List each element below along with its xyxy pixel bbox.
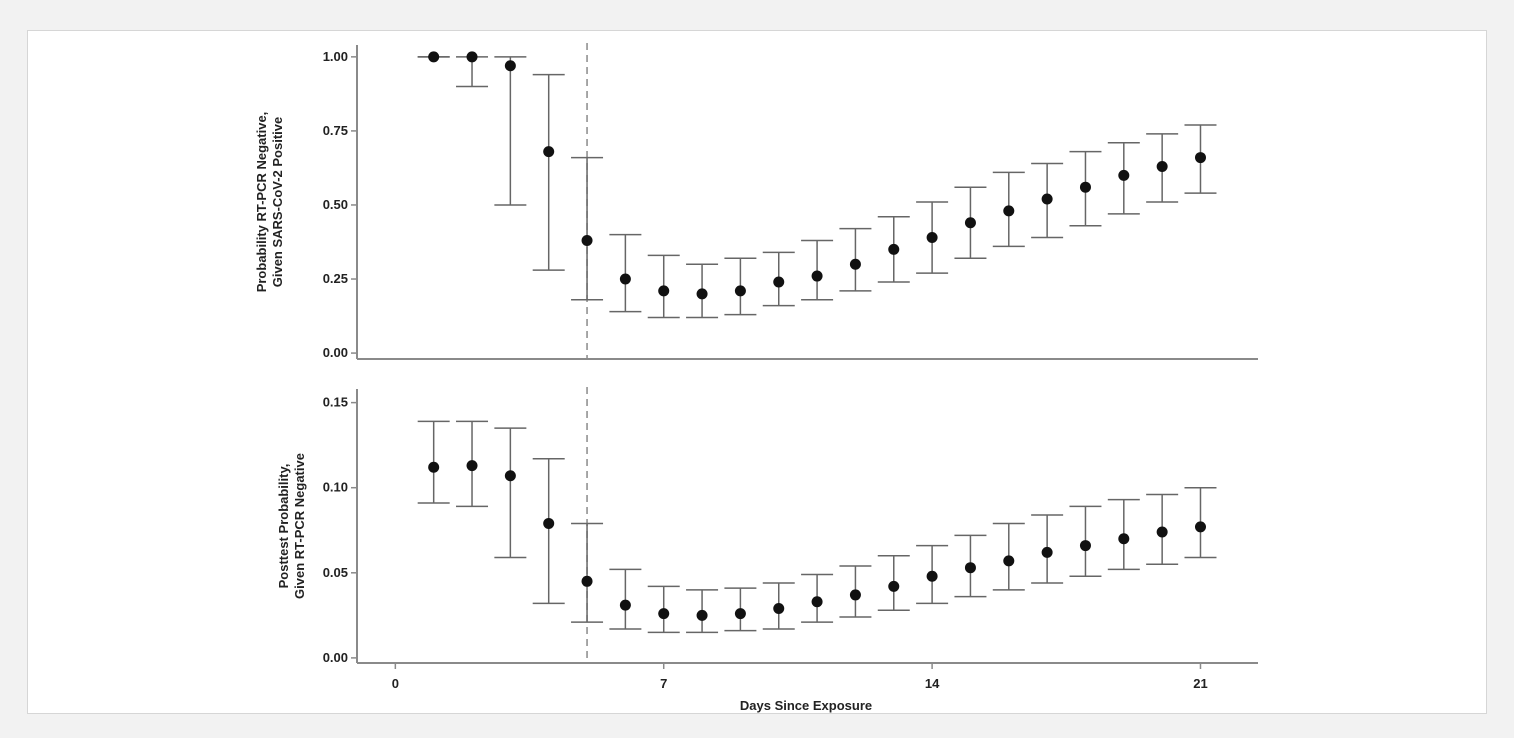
x-tick-label: 21 — [1193, 676, 1207, 691]
bottom-data-point — [1156, 526, 1168, 538]
top-data-point — [1118, 169, 1130, 181]
bottom-data-point — [581, 575, 593, 587]
top-data-point — [696, 288, 708, 300]
bottom-data-point — [1118, 533, 1130, 545]
figure-card: 0.00 0.25 0.50 0.75 1.00 Probability RT-PCR N… — [27, 30, 1487, 714]
bottom-data-point — [811, 596, 823, 608]
bottom-data-point — [773, 603, 785, 615]
bottom-y-tick-label: 0.15 — [323, 395, 348, 410]
top-data-point — [849, 258, 861, 270]
bottom-y-axis-title-line: Given RT-PCR Negative — [292, 453, 307, 599]
top-data-point — [504, 60, 516, 72]
top-data-point — [1041, 193, 1053, 205]
top-data-point — [658, 285, 670, 297]
bottom-panel: 0.00 0.05 0.10 0.15 0 7 14 21 Posttest Probabili… — [276, 387, 1258, 691]
figure-svg: 0.00 0.25 0.50 0.75 1.00 Probability RT-PCR N… — [254, 43, 1258, 713]
bottom-data-point — [658, 608, 670, 620]
bottom-data-point — [964, 562, 976, 574]
bottom-data-point — [1194, 521, 1206, 533]
top-y-tick-label: 0.00 — [323, 345, 348, 360]
top-data-point — [1003, 205, 1015, 217]
bottom-data-point — [466, 460, 478, 472]
bottom-data-point — [888, 580, 900, 592]
x-axis-title: Days Since Exposure — [740, 698, 872, 713]
top-y-axis-title-line: Probability RT-PCR Negative, — [254, 112, 269, 293]
top-data-point — [543, 146, 555, 158]
top-data-point — [926, 232, 938, 244]
bottom-y-axis-title-line: Posttest Probability, — [276, 464, 291, 589]
x-tick-label: 0 — [392, 676, 399, 691]
bottom-data-point — [619, 599, 631, 611]
bottom-data-point — [734, 608, 746, 620]
top-data-point — [428, 51, 440, 63]
bottom-data-point — [428, 461, 440, 473]
top-data-point — [888, 243, 900, 255]
top-data-point — [581, 235, 593, 247]
top-y-tick-label: 0.50 — [323, 197, 348, 212]
top-y-axis-title: Probability RT-PCR Negative,Given SARS-C… — [254, 112, 285, 293]
bottom-data-point — [696, 609, 708, 621]
top-data-point — [619, 273, 631, 285]
bottom-data-point — [1003, 555, 1015, 567]
top-y-tick-label: 0.75 — [323, 123, 348, 138]
top-data-point — [811, 270, 823, 282]
top-data-point — [1156, 160, 1168, 172]
top-data-point — [1194, 152, 1206, 164]
top-data-point — [1079, 181, 1091, 193]
bottom-data-point — [543, 517, 555, 529]
bottom-data-point — [1041, 546, 1053, 558]
bottom-y-tick-label: 0.10 — [323, 480, 348, 495]
bottom-data-point — [504, 470, 516, 482]
bottom-y-tick-label: 0.05 — [323, 565, 348, 580]
bottom-data-point — [926, 570, 938, 582]
bottom-y-axis-title: Posttest Probability,Given RT-PCR Negati… — [276, 453, 307, 599]
top-data-point — [964, 217, 976, 229]
top-data-point — [466, 51, 478, 63]
top-panel: 0.00 0.25 0.50 0.75 1.00 Probability RT-PCR N… — [254, 43, 1258, 360]
bottom-y-tick-label: 0.00 — [323, 650, 348, 665]
top-y-tick-label: 1.00 — [323, 49, 348, 64]
top-y-axis-title-line: Given SARS-CoV-2 Positive — [270, 117, 285, 288]
x-tick-label: 7 — [660, 676, 667, 691]
top-data-point — [773, 276, 785, 288]
top-data-point — [734, 285, 746, 297]
x-tick-label: 14 — [925, 676, 940, 691]
bottom-data-point — [1079, 540, 1091, 552]
top-y-tick-label: 0.25 — [323, 271, 348, 286]
bottom-data-point — [849, 589, 861, 601]
